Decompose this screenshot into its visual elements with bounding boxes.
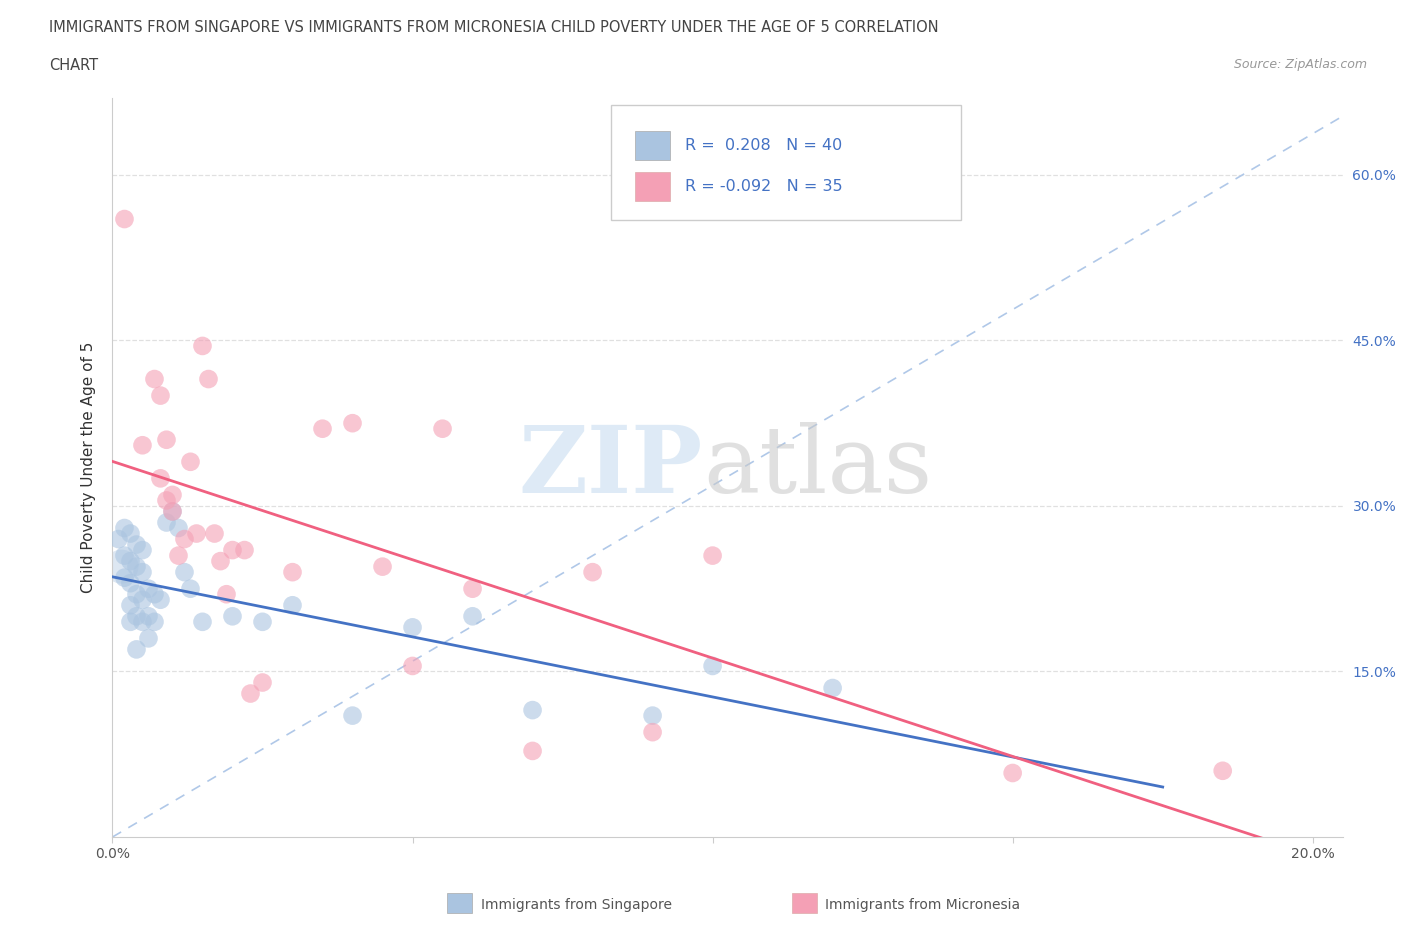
Point [125, 642, 148, 657]
Point [125, 559, 148, 574]
Point [311, 421, 333, 436]
Point [179, 581, 201, 596]
Point [702, 548, 724, 563]
Point [138, 609, 160, 624]
Point [342, 708, 364, 723]
Point [215, 587, 238, 602]
Point [204, 526, 226, 541]
Text: atlas: atlas [703, 422, 932, 512]
FancyBboxPatch shape [610, 105, 962, 219]
Point [125, 609, 148, 624]
Point [221, 542, 243, 557]
Point [114, 570, 136, 585]
Point [186, 526, 208, 541]
Point [191, 615, 214, 630]
Point [233, 542, 256, 557]
Text: Source: ZipAtlas.com: Source: ZipAtlas.com [1233, 58, 1367, 71]
Point [125, 587, 148, 602]
Point [461, 609, 484, 624]
Point [179, 455, 201, 470]
Point [149, 471, 172, 485]
Text: R = -0.092   N = 35: R = -0.092 N = 35 [685, 179, 842, 193]
Point [522, 743, 544, 758]
Point [114, 212, 136, 227]
FancyBboxPatch shape [636, 131, 669, 161]
Point [107, 532, 129, 547]
Point [120, 576, 142, 591]
Point [120, 615, 142, 630]
Point [1212, 764, 1234, 778]
Point [342, 416, 364, 431]
Point [371, 559, 394, 574]
Point [162, 504, 184, 519]
Point [641, 724, 664, 739]
Point [281, 598, 304, 613]
Text: Immigrants from Singapore: Immigrants from Singapore [481, 897, 672, 912]
Point [239, 686, 262, 701]
Point [155, 432, 177, 447]
Point [821, 681, 844, 696]
Point [110, 559, 132, 574]
Point [131, 542, 153, 557]
Text: IMMIGRANTS FROM SINGAPORE VS IMMIGRANTS FROM MICRONESIA CHILD POVERTY UNDER THE : IMMIGRANTS FROM SINGAPORE VS IMMIGRANTS … [49, 20, 939, 35]
Point [143, 372, 166, 387]
Point [167, 521, 190, 536]
Point [173, 532, 195, 547]
Point [581, 565, 603, 579]
Point [221, 609, 243, 624]
Point [522, 703, 544, 718]
Point [401, 620, 423, 635]
Point [120, 526, 142, 541]
Text: ZIP: ZIP [519, 422, 703, 512]
Point [155, 493, 177, 508]
Point [641, 708, 664, 723]
Point [138, 581, 160, 596]
Point [143, 615, 166, 630]
Point [131, 565, 153, 579]
Point [131, 615, 153, 630]
Point [149, 388, 172, 403]
Point [131, 592, 153, 607]
Point [1001, 765, 1024, 780]
Point [432, 421, 454, 436]
Point [401, 658, 423, 673]
Y-axis label: Child Poverty Under the Age of 5: Child Poverty Under the Age of 5 [80, 341, 96, 593]
Text: CHART: CHART [49, 58, 98, 73]
Point [191, 339, 214, 353]
Point [120, 598, 142, 613]
FancyBboxPatch shape [636, 171, 669, 201]
Point [252, 615, 274, 630]
Point [702, 658, 724, 673]
Point [114, 548, 136, 563]
Point [143, 587, 166, 602]
Point [197, 372, 219, 387]
Point [162, 487, 184, 502]
Point [149, 592, 172, 607]
Point [138, 631, 160, 645]
Point [162, 504, 184, 519]
Point [167, 548, 190, 563]
Text: Immigrants from Micronesia: Immigrants from Micronesia [825, 897, 1021, 912]
Point [209, 553, 232, 568]
Point [131, 438, 153, 453]
Point [120, 553, 142, 568]
Point [252, 675, 274, 690]
Point [155, 515, 177, 530]
Point [281, 565, 304, 579]
Text: R =  0.208   N = 40: R = 0.208 N = 40 [685, 139, 842, 153]
Point [125, 538, 148, 552]
Point [114, 521, 136, 536]
Point [461, 581, 484, 596]
Point [173, 565, 195, 579]
